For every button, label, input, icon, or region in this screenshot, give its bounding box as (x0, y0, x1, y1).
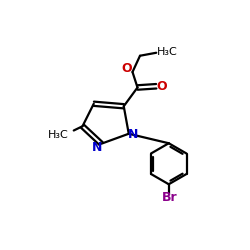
Text: Br: Br (162, 191, 177, 204)
Text: O: O (156, 80, 167, 93)
Text: O: O (122, 62, 132, 76)
Text: H₃C: H₃C (48, 130, 68, 140)
Text: N: N (92, 141, 102, 154)
Text: N: N (128, 128, 138, 141)
Text: H₃C: H₃C (156, 47, 177, 57)
